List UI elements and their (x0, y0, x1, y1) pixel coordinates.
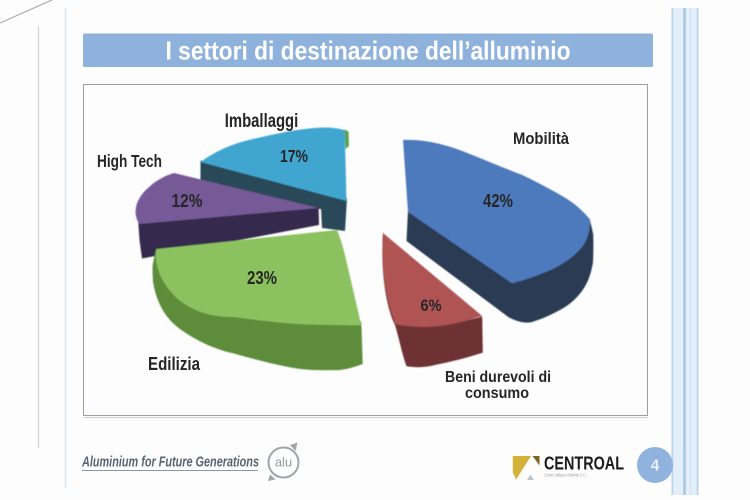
svg-text:Imballaggi: Imballaggi (225, 111, 299, 132)
svg-text:consumo: consumo (465, 385, 529, 402)
svg-text:12%: 12% (172, 191, 203, 211)
svg-text:4: 4 (651, 458, 660, 475)
svg-text:Aluminium for Future Generatio: Aluminium for Future Generations (81, 455, 259, 471)
svg-text:Centro Italiano Alluminio S.r.: Centro Italiano Alluminio S.r.l. (545, 473, 587, 478)
svg-text:17%: 17% (280, 146, 308, 166)
svg-text:Beni durevoli di: Beni durevoli di (445, 369, 551, 386)
svg-text:Mobilità: Mobilità (513, 129, 569, 148)
svg-text:Edilizia: Edilizia (148, 354, 201, 374)
svg-text:CENTROAL: CENTROAL (544, 454, 624, 474)
svg-text:alu: alu (275, 455, 292, 470)
svg-text:I settori di destinazione dell: I settori di destinazione dell’alluminio (166, 36, 571, 66)
svg-text:42%: 42% (483, 191, 513, 211)
svg-text:High Tech: High Tech (97, 151, 162, 171)
svg-text:6%: 6% (421, 296, 442, 315)
svg-text:23%: 23% (247, 267, 277, 288)
